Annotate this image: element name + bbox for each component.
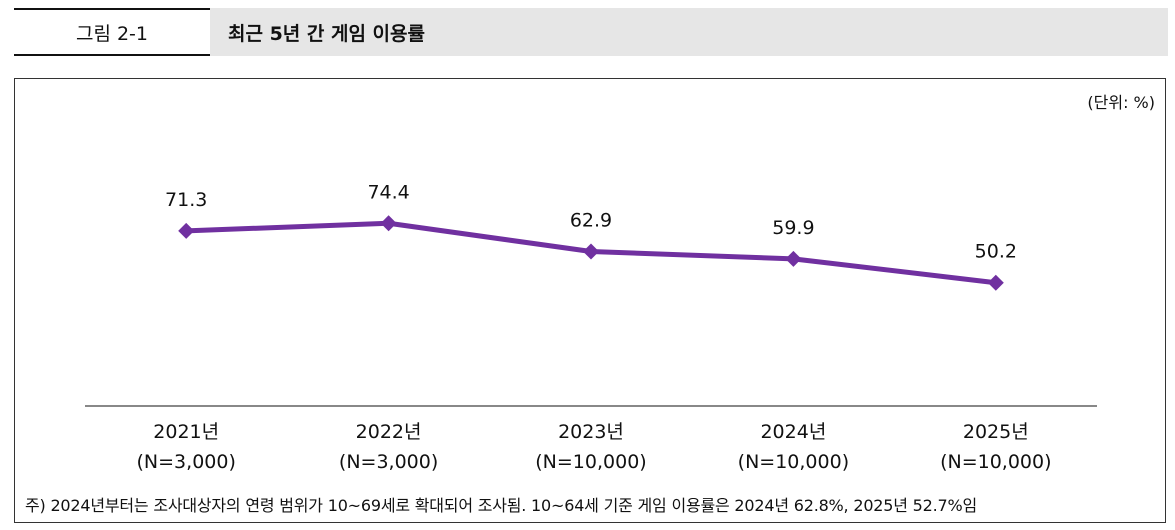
data-label-1: 71.3	[165, 189, 207, 211]
data-point-2	[380, 215, 397, 232]
x-tick-sublabel-1: (N=3,000)	[137, 451, 236, 473]
x-tick-sublabel-2: (N=3,000)	[339, 451, 438, 473]
data-point-5	[987, 274, 1004, 291]
figure-header: 그림 2-1 최근 5년 간 게임 이용률	[14, 8, 1168, 56]
footnote: 주) 2024년부터는 조사대상자의 연령 범위가 10~69세로 확대되어 조…	[25, 496, 978, 515]
data-point-3	[583, 243, 599, 260]
data-label-4: 59.9	[772, 217, 814, 239]
x-tick-sublabel-3: (N=10,000)	[535, 451, 646, 473]
data-point-4	[785, 250, 802, 267]
chart-frame: (단위: %) 71.3 2021년 (N=3,000) 74.4 2022년 (N=3,…	[14, 78, 1166, 523]
unit-label: (단위: %)	[1087, 93, 1155, 112]
figure-label: 그림 2-1	[14, 8, 210, 56]
x-tick-label-2: 2022년	[356, 421, 422, 443]
figure-title: 최근 5년 간 게임 이용률	[210, 8, 1168, 56]
x-tick-sublabel-4: (N=10,000)	[738, 451, 849, 473]
line-chart: 71.3 2021년 (N=3,000) 74.4 2022년 (N=3,000) 62.9…	[85, 181, 1097, 473]
x-tick-label-1: 2021년	[153, 421, 219, 443]
data-point-1	[178, 222, 195, 239]
x-tick-label-3: 2023년	[558, 421, 624, 443]
x-tick-label-5: 2025년	[963, 421, 1029, 443]
data-label-3: 62.9	[570, 210, 612, 232]
data-label-5: 50.2	[975, 241, 1017, 263]
data-label-2: 74.4	[367, 181, 409, 203]
x-tick-sublabel-5: (N=10,000)	[940, 451, 1051, 473]
x-tick-label-4: 2024년	[760, 421, 826, 443]
